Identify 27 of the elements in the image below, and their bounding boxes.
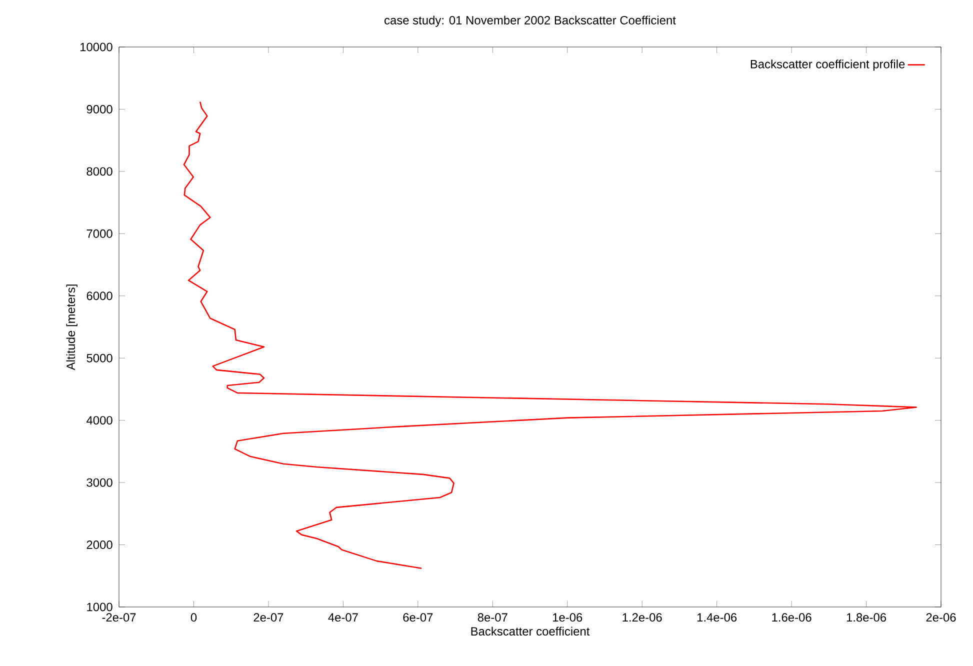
y-tick-label: 7000 <box>86 229 112 238</box>
y-tick-label: 1000 <box>87 602 112 612</box>
x-tick-label: 1.8e-06 <box>846 613 886 622</box>
x-tick-label: 6e-07 <box>403 613 433 622</box>
y-tick-label: 5000 <box>86 354 112 362</box>
y-tick-label: 4000 <box>86 416 112 425</box>
x-tick-label: -2e-07 <box>102 613 136 622</box>
legend-label: Backscatter coefficient profile <box>750 60 905 71</box>
x-tick-label: 8e-07 <box>478 613 508 622</box>
x-tick-label: 1.6e-06 <box>772 613 812 622</box>
y-tick-label: 6000 <box>86 292 112 300</box>
x-axis-title: Backscatter coefficient <box>471 626 590 636</box>
x-tick-label: 0 <box>190 613 197 622</box>
chart-title: case study: 01 November 2002 Backscatter Coefficient <box>384 16 676 27</box>
y-tick-label: 3000 <box>86 478 112 487</box>
x-tick-label: 1.2e-06 <box>622 613 662 622</box>
y-tick-label: 8000 <box>86 167 112 176</box>
y-axis-title: Altitude [meters] <box>66 284 78 370</box>
y-tick-label: 10000 <box>80 42 112 52</box>
y-tick-label: 2000 <box>86 540 112 549</box>
x-tick-label: 2e-06 <box>926 613 956 622</box>
x-tick-label: 2e-07 <box>254 613 284 622</box>
x-tick-label: 4e-07 <box>328 613 358 622</box>
line-series <box>183 101 917 570</box>
y-tick-label: 9000 <box>86 104 112 114</box>
x-tick-label: 1e-06 <box>552 613 582 622</box>
x-tick-label: 1.4e-06 <box>697 613 737 622</box>
